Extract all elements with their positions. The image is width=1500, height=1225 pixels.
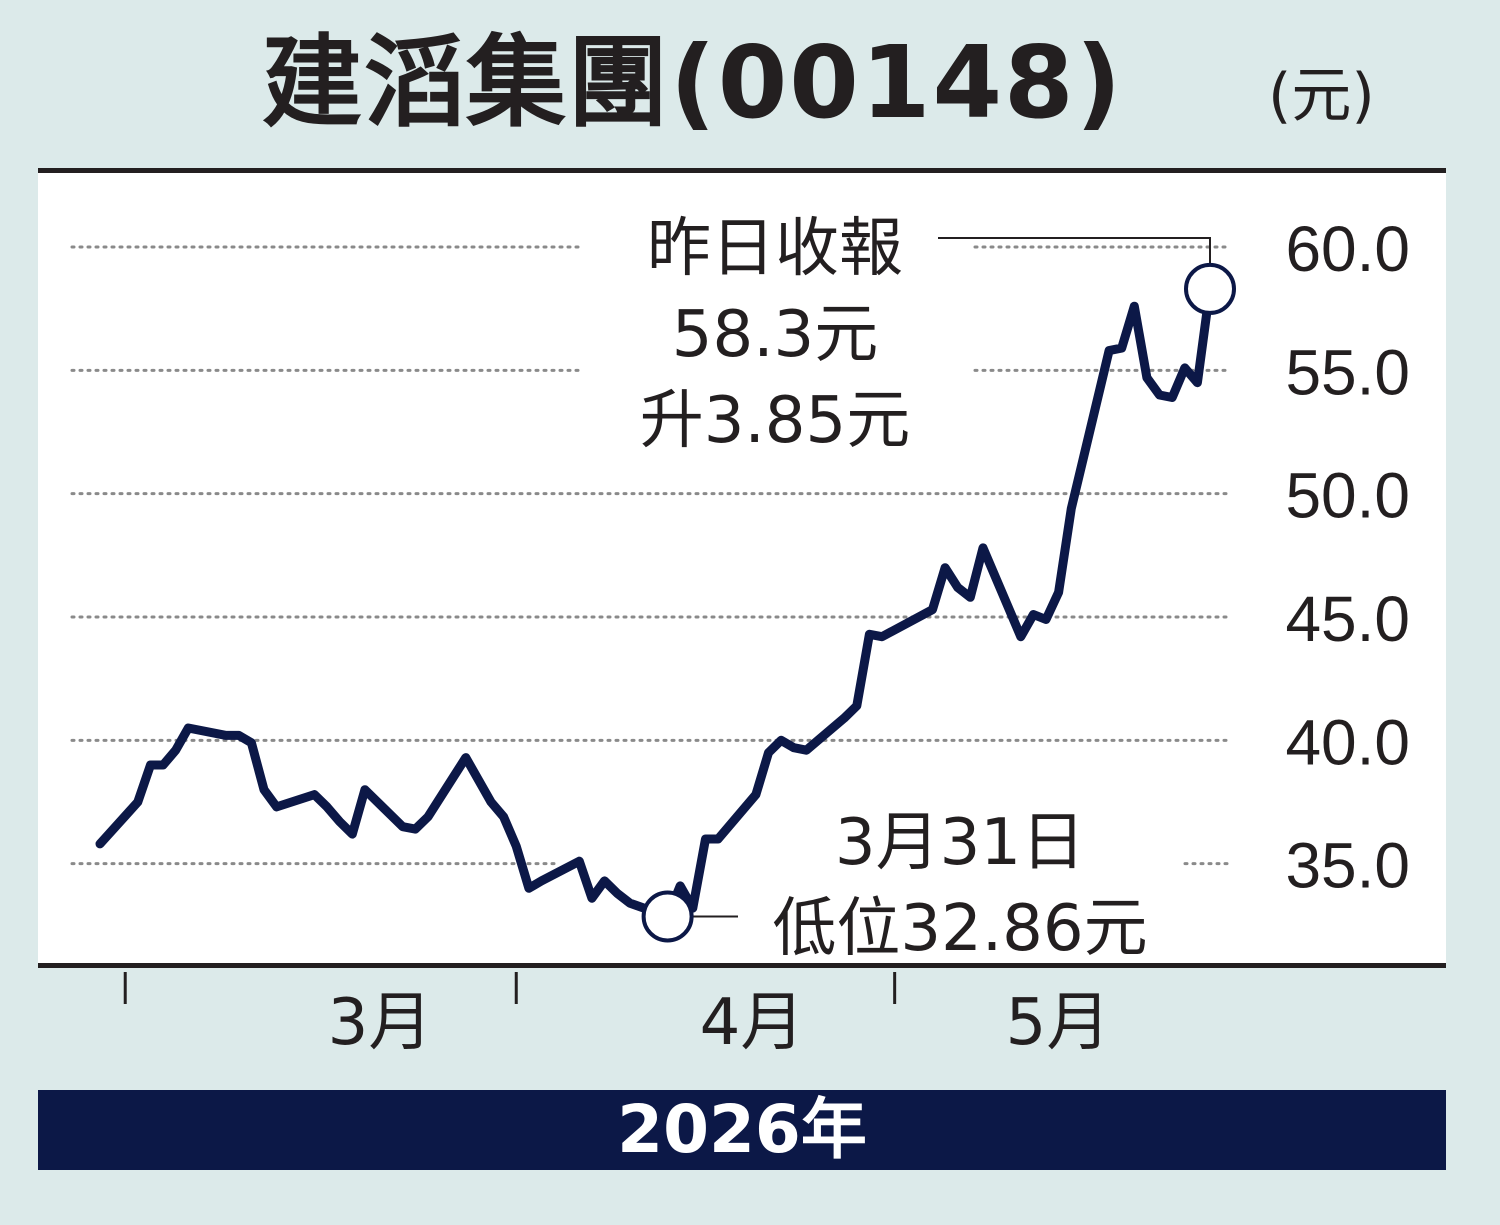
chart-title: 建滔集團(00148) xyxy=(262,24,1124,141)
y-tick-label: 45.0 xyxy=(1285,583,1410,655)
low-point-marker xyxy=(641,890,694,943)
month-label-may: 5月 xyxy=(1005,986,1111,1060)
x-axis-ticks xyxy=(123,972,897,1004)
close-point-marker xyxy=(1184,262,1236,315)
low-annotation-line: 3月31日 xyxy=(834,806,1086,880)
y-tick-label: 40.0 xyxy=(1285,706,1410,778)
close-annotation-line: 升3.85元 xyxy=(639,384,911,458)
close-price-annotation: 昨日收報 58.3元 升3.85元 xyxy=(600,206,950,464)
month-label-mar: 3月 xyxy=(327,986,433,1060)
y-tick-label: 60.0 xyxy=(1285,213,1410,285)
low-price-annotation: 3月31日 低位32.86元 xyxy=(740,800,1180,972)
y-tick-label: 50.0 xyxy=(1285,460,1410,532)
close-annotation-line: 昨日收報 xyxy=(647,212,903,286)
y-axis-ticks: 35.0 40.0 45.0 50.0 55.0 60.0 xyxy=(1285,213,1410,902)
close-annotation-line: 58.3元 xyxy=(671,298,879,372)
y-tick-label: 35.0 xyxy=(1285,830,1410,902)
month-label-apr: 4月 xyxy=(699,986,805,1060)
markers xyxy=(641,262,1236,943)
low-annotation-line: 低位32.86元 xyxy=(772,892,1148,966)
unit-label: (元) xyxy=(1268,61,1375,131)
year-bar: 2026年 xyxy=(38,1090,1446,1170)
y-tick-label: 55.0 xyxy=(1285,336,1410,408)
